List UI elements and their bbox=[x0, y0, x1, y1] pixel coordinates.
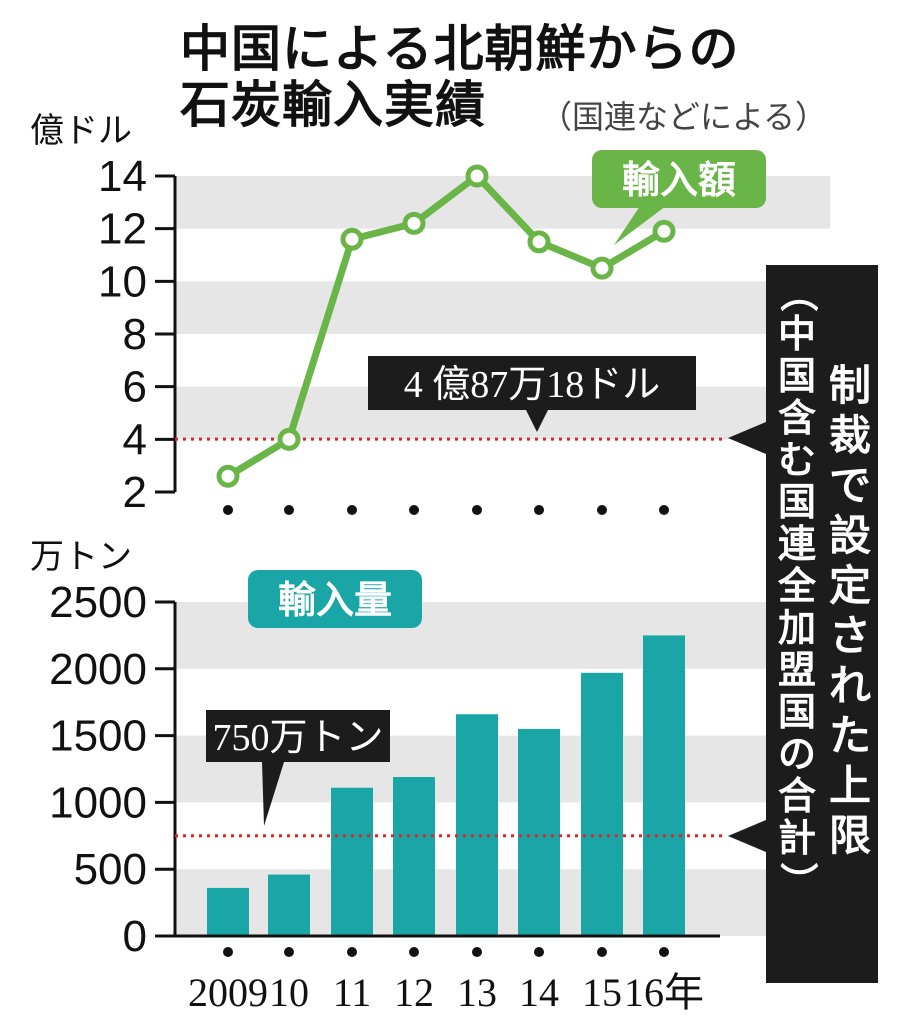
y-tick-label: 2000 bbox=[49, 645, 147, 694]
y-tick-label: 1000 bbox=[49, 778, 147, 827]
x-tick-label: 10 bbox=[269, 970, 309, 1015]
limit-label-box-value bbox=[368, 356, 696, 410]
limit-label-box-volume bbox=[206, 710, 390, 762]
sanction-note-sub-char: 国 bbox=[778, 690, 816, 734]
sanction-note-sub-char: ） bbox=[776, 862, 820, 900]
year-dot bbox=[347, 947, 357, 957]
y-tick-label: 8 bbox=[123, 310, 147, 359]
year-dot bbox=[409, 505, 419, 515]
year-dot bbox=[284, 947, 294, 957]
sanction-note-char: れ bbox=[829, 661, 871, 710]
series-label-volume: 輸入量 bbox=[278, 578, 392, 622]
data-point-14 bbox=[527, 230, 551, 254]
limit-label-pointer-value bbox=[526, 410, 548, 432]
sanction-note-sub-char: 含 bbox=[778, 396, 816, 440]
data-point-12 bbox=[402, 211, 426, 235]
sanction-note-char: 裁 bbox=[829, 411, 871, 460]
sanction-note-char: た bbox=[829, 711, 871, 760]
x-tick-label: 13 bbox=[457, 970, 497, 1015]
chart-title-line2: 石炭輸入実績 bbox=[180, 76, 486, 134]
sanction-note-sub-char: 全 bbox=[777, 564, 817, 608]
sanction-note-char: 定 bbox=[829, 561, 871, 610]
year-dot bbox=[472, 947, 482, 957]
sanction-note-char: さ bbox=[829, 611, 871, 660]
bar-16年 bbox=[643, 635, 685, 936]
sanction-note-char: 設 bbox=[829, 511, 871, 560]
y-tick-label: 14 bbox=[98, 152, 147, 201]
sanction-note-box bbox=[766, 265, 878, 983]
sanction-note-sub-char: 連 bbox=[778, 522, 817, 566]
sanction-note-sub-char: 国 bbox=[778, 480, 816, 524]
y-tick-label: 12 bbox=[98, 205, 147, 254]
data-point-2009 bbox=[216, 464, 240, 488]
y-tick-label: 10 bbox=[98, 257, 147, 306]
sanction-note-sub-char: （ bbox=[776, 274, 820, 312]
sanction-note-sub-char: 中 bbox=[778, 312, 816, 356]
year-dot bbox=[534, 947, 544, 957]
year-dot bbox=[597, 505, 607, 515]
year-dot bbox=[284, 505, 294, 515]
year-dot bbox=[534, 505, 544, 515]
bar-11 bbox=[331, 787, 373, 936]
data-point-11 bbox=[340, 227, 364, 251]
sanction-note-char: で bbox=[829, 461, 871, 510]
bar-12 bbox=[393, 777, 435, 936]
bar-2009 bbox=[207, 887, 249, 936]
bar-14 bbox=[518, 728, 560, 936]
bar-10 bbox=[268, 874, 310, 936]
year-dot bbox=[409, 947, 419, 957]
y-tick-label: 2500 bbox=[49, 578, 147, 627]
x-tick-label: 2009 bbox=[188, 970, 268, 1015]
y-tick-label: 6 bbox=[123, 363, 147, 412]
series-pill-pointer-value bbox=[614, 206, 666, 245]
grid-band-top bbox=[175, 281, 830, 334]
series-pill-volume bbox=[248, 570, 422, 628]
sanction-note-sub-char: 国 bbox=[778, 354, 816, 398]
sanction-pointer-volume bbox=[728, 820, 766, 852]
data-point-13 bbox=[465, 164, 489, 188]
y-tick-label: 1500 bbox=[49, 712, 147, 761]
sanction-note-char: 制 bbox=[829, 361, 871, 410]
year-dot bbox=[472, 505, 482, 515]
y-tick-label: 4 bbox=[123, 415, 147, 464]
bar-13 bbox=[456, 714, 498, 936]
bar-15 bbox=[581, 672, 623, 936]
sanction-note-char: 上 bbox=[829, 761, 871, 810]
x-tick-label: 15 bbox=[582, 970, 622, 1015]
x-tick-label: 16年 bbox=[624, 970, 704, 1015]
limit-label-volume: 750万トン bbox=[212, 717, 383, 759]
data-point-15 bbox=[590, 256, 614, 280]
sanction-note-sub-char: む bbox=[778, 438, 816, 482]
series-pill-value bbox=[592, 150, 766, 208]
sanction-note-sub-char: 盟 bbox=[778, 648, 816, 692]
y-axis-unit: 万トン bbox=[30, 537, 132, 577]
y-tick-label: 2 bbox=[123, 468, 147, 517]
sanction-note-sub-char: 合 bbox=[778, 774, 816, 818]
sanction-note-sub-char: 計 bbox=[778, 816, 816, 860]
limit-label-value: 4 億87万18ドル bbox=[404, 364, 661, 406]
y-axis-unit: 億ドル bbox=[30, 111, 132, 151]
x-tick-label: 11 bbox=[333, 970, 372, 1015]
sanction-pointer-value bbox=[728, 422, 766, 454]
sanction-note-sub-char: 加 bbox=[778, 606, 816, 650]
year-dot bbox=[347, 505, 357, 515]
y-tick-label: 0 bbox=[123, 912, 147, 961]
sanction-note-char: 限 bbox=[829, 811, 871, 860]
year-dot bbox=[223, 505, 233, 515]
year-dot bbox=[659, 947, 669, 957]
year-dot bbox=[223, 947, 233, 957]
sanction-note-sub-char: の bbox=[778, 732, 816, 776]
y-tick-label: 500 bbox=[74, 845, 147, 894]
data-point-10 bbox=[277, 427, 301, 451]
chart-subtitle: （国連などによる） bbox=[540, 98, 828, 136]
year-dot bbox=[659, 505, 669, 515]
limit-label-pointer-volume bbox=[262, 762, 284, 826]
data-point-16年 bbox=[652, 219, 676, 243]
chart-title-line1: 中国による北朝鮮からの bbox=[180, 20, 740, 78]
x-tick-label: 14 bbox=[519, 970, 559, 1015]
series-label-value: 輸入額 bbox=[622, 158, 736, 202]
x-tick-label: 12 bbox=[394, 970, 434, 1015]
year-dot bbox=[597, 947, 607, 957]
